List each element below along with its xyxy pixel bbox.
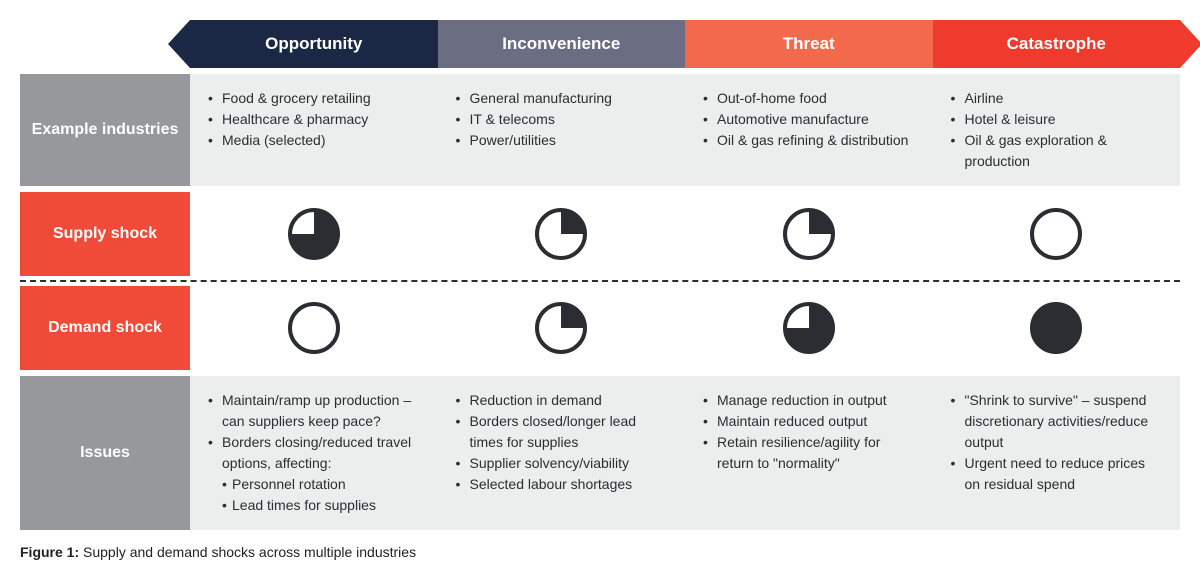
cell-issues-opportunity: Maintain/ramp up production – can suppli… — [190, 376, 438, 530]
row-label-demand-shock: Demand shock — [20, 286, 190, 370]
cell-issues-catastrophe: "Shrink to survive" – suspend discretion… — [933, 376, 1181, 530]
column-header-inconvenience: Inconvenience — [438, 20, 686, 68]
column-header-opportunity: Opportunity — [190, 20, 438, 68]
cell-example-inconvenience: General manufacturingIT & telecomsPower/… — [438, 74, 686, 186]
row-label-supply-shock: Supply shock — [20, 192, 190, 276]
shock-pie-icon — [1030, 208, 1082, 260]
shock-pie-icon — [535, 208, 587, 260]
cell-demand-threat — [685, 286, 933, 370]
dashed-separator — [20, 280, 1180, 282]
cell-supply-catastrophe — [933, 192, 1181, 276]
cell-example-opportunity: Food & grocery retailingHealthcare & pha… — [190, 74, 438, 186]
cell-example-catastrophe: AirlineHotel & leisureOil & gas explorat… — [933, 74, 1181, 186]
shock-pie-icon — [288, 208, 340, 260]
header-spacer — [20, 20, 190, 68]
column-header-threat: Threat — [685, 20, 933, 68]
cell-supply-threat — [685, 192, 933, 276]
cell-demand-inconvenience — [438, 286, 686, 370]
cell-demand-opportunity — [190, 286, 438, 370]
shock-pie-icon — [783, 208, 835, 260]
cell-demand-catastrophe — [933, 286, 1181, 370]
cell-example-threat: Out-of-home foodAutomotive manufactureOi… — [685, 74, 933, 186]
shock-pie-icon — [783, 302, 835, 354]
cell-issues-inconvenience: Reduction in demandBorders closed/longer… — [438, 376, 686, 530]
cell-issues-threat: Manage reduction in outputMaintain reduc… — [685, 376, 933, 530]
caption-label: Figure 1: — [20, 544, 79, 560]
caption-text: Supply and demand shocks across multiple… — [83, 544, 416, 560]
impact-matrix: OpportunityInconvenienceThreatCatastroph… — [20, 20, 1180, 530]
column-header-catastrophe: Catastrophe — [933, 20, 1181, 68]
shock-pie-icon — [288, 302, 340, 354]
shock-pie-icon — [1030, 302, 1082, 354]
row-label-example-industries: Example industries — [20, 74, 190, 186]
shock-pie-icon — [535, 302, 587, 354]
cell-supply-inconvenience — [438, 192, 686, 276]
severity-arrow: OpportunityInconvenienceThreatCatastroph… — [190, 20, 1180, 68]
row-label-issues: Issues — [20, 376, 190, 530]
figure-caption: Figure 1: Supply and demand shocks acros… — [20, 544, 1180, 560]
cell-supply-opportunity — [190, 192, 438, 276]
